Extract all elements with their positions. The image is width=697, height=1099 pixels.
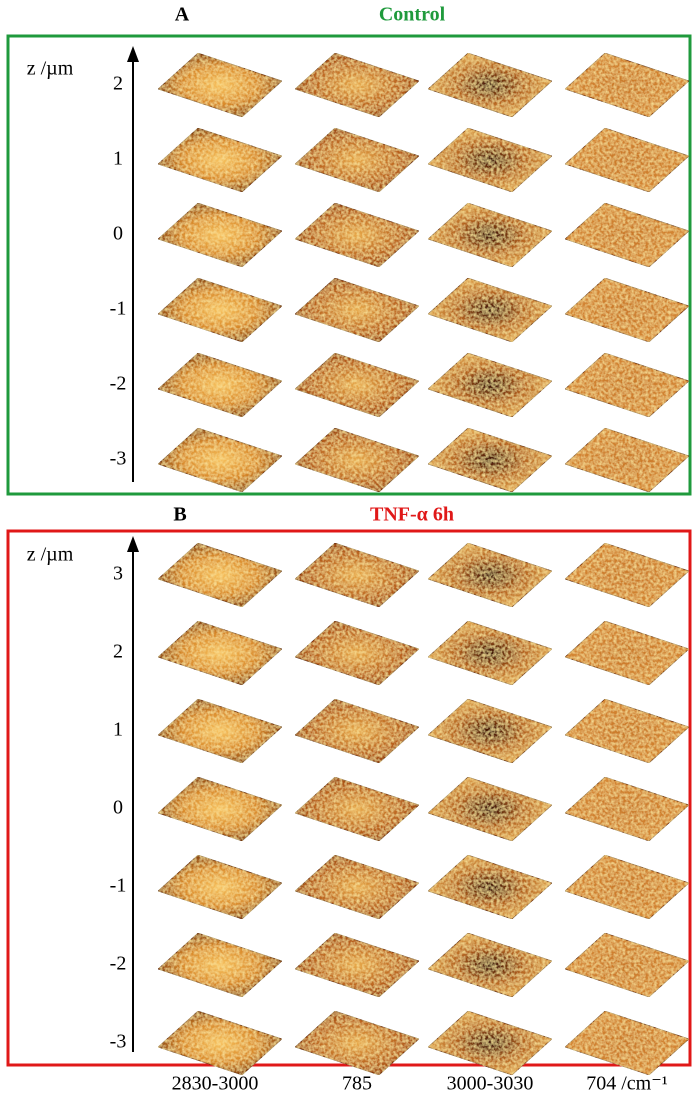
surface-plot [564,52,690,118]
surface-plot [157,352,283,418]
surface-plot [294,542,420,608]
surface-plot [157,698,283,764]
surface-plot [427,127,553,193]
panel-letter: A [175,4,190,26]
surface-plot [157,776,283,842]
z-level-label: -1 [110,298,127,320]
column-label: 3000-3030 [447,1073,534,1095]
panel-letter: B [173,504,186,526]
surface-plot [294,1010,420,1076]
surface-plot [294,52,420,118]
surface-plot [427,52,553,118]
surface-plot [564,202,690,268]
surface-plot [157,427,283,493]
arrow-head [127,46,139,62]
panel-a-frame [6,34,692,496]
surface-plot [294,202,420,268]
z-level-label: 3 [113,563,123,585]
surface-plot [157,277,283,343]
surface-plot [427,932,553,998]
surface-plot [427,352,553,418]
column-label: 2830-3000 [172,1073,259,1095]
surface-plot [157,52,283,118]
z-level-label: -2 [110,953,127,975]
surface-plot [564,127,690,193]
surface-plot [427,776,553,842]
z-level-label: -2 [110,373,127,395]
z-level-label: 1 [113,148,123,170]
surface-plot [427,698,553,764]
surface-plot [157,932,283,998]
axis-label: z /µm [27,544,74,566]
surface-plot [564,427,690,493]
z-level-label: 2 [113,641,123,663]
column-label: 704 /cm⁻¹ [586,1073,668,1095]
surface-plot [427,202,553,268]
axis-label: z /µm [27,58,74,80]
column-label: 785 [342,1073,372,1095]
z-level-label: 2 [113,73,123,95]
surface-plot [427,277,553,343]
surface-plot [564,854,690,920]
surface-plot [564,776,690,842]
surface-plot [564,932,690,998]
panel-title: Control [379,4,446,26]
surface-plot [294,127,420,193]
surface-plot [294,427,420,493]
surface-plot [564,542,690,608]
surface-plot [564,277,690,343]
surface-plot [157,620,283,686]
surface-plot [157,1010,283,1076]
surface-plot [294,854,420,920]
z-level-label: -1 [110,875,127,897]
panel-title: TNF-α 6h [370,504,454,526]
surface-plot [564,620,690,686]
surface-plot [157,542,283,608]
z-level-label: -3 [110,448,127,470]
z-level-label: 0 [113,797,123,819]
surface-plot [294,776,420,842]
z-level-label: -3 [110,1031,127,1053]
surface-plot [294,277,420,343]
surface-plot [294,932,420,998]
z-level-label: 1 [113,719,123,741]
arrow-head [127,536,139,552]
surface-plot [427,1010,553,1076]
surface-plot [427,542,553,608]
surface-plot [157,127,283,193]
surface-plot [294,698,420,764]
surface-plot [294,352,420,418]
surface-plot [157,202,283,268]
surface-plot [157,854,283,920]
surface-plot [564,698,690,764]
surface-plot [294,620,420,686]
surface-plot [427,854,553,920]
surface-plot [564,352,690,418]
surface-plot [427,427,553,493]
surface-plot [564,1010,690,1076]
surface-plot [427,620,553,686]
z-level-label: 0 [113,223,123,245]
